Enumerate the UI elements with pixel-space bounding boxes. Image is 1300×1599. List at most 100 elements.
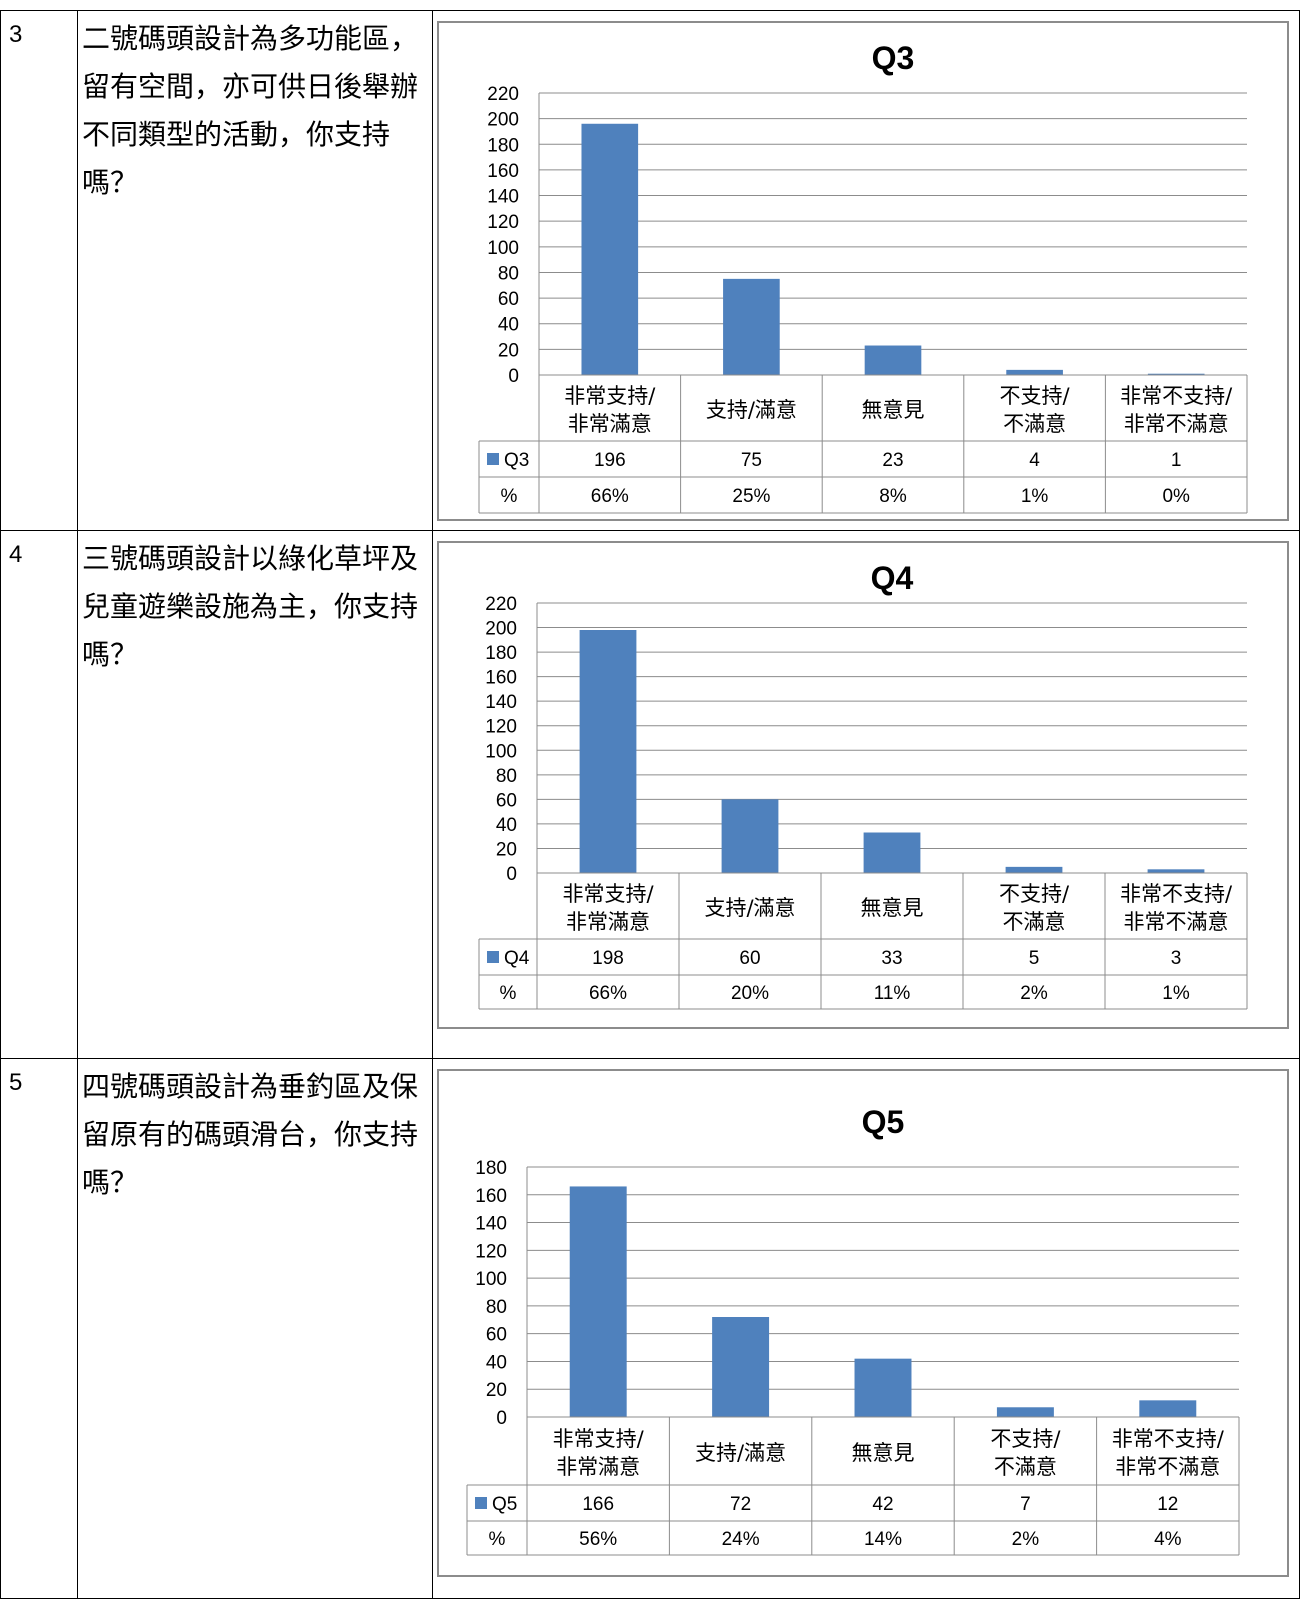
- chart-frame-q3: Q3 0 20 40 60 80 100 120 140 160 180 200 220 非常支持/非常滿…: [437, 21, 1289, 521]
- bar: [1147, 869, 1205, 873]
- category-label: 無意見: [852, 1441, 915, 1465]
- y-tick-label: 100: [487, 238, 519, 259]
- bar: [996, 1407, 1054, 1417]
- category-label: 非常不支持/: [1112, 1427, 1225, 1451]
- table-row: 4 三號碼頭設計以綠化草坪及兒童遊樂設施為主，你支持嗎？ Q4 0 20 40 60 80…: [0, 530, 1300, 1059]
- percent-label: 1%: [1162, 983, 1190, 1004]
- y-tick-label: 80: [498, 263, 519, 284]
- y-tick-label: 140: [487, 187, 519, 208]
- question-cell: 四號碼頭設計為垂釣區及保留原有的碼頭滑台，你支持嗎？: [77, 1058, 433, 1599]
- percent-label: 14%: [864, 1529, 902, 1550]
- bar: [712, 1317, 770, 1417]
- data-value-label: 4: [1029, 450, 1040, 471]
- bar: [1006, 369, 1063, 375]
- data-value-label: 60: [739, 948, 760, 969]
- category-label: 非常不滿意: [1124, 910, 1229, 934]
- legend-label: Q5: [492, 1494, 517, 1515]
- percent-label: 0%: [1162, 486, 1190, 507]
- category-label: 不支持/: [990, 1427, 1061, 1451]
- table-row: 3 二號碼頭設計為多功能區，留有空間，亦可供日後舉辦不同類型的活動，你支持嗎？ …: [0, 10, 1300, 531]
- data-value-label: 196: [594, 450, 626, 471]
- category-label: 非常支持/: [562, 882, 654, 906]
- data-value-label: 23: [882, 450, 903, 471]
- bar: [1139, 1400, 1197, 1417]
- category-label: 非常滿意: [556, 1455, 640, 1479]
- data-value-label: 1: [1171, 450, 1182, 471]
- chart-title: Q3: [872, 40, 915, 76]
- legend-swatch: [475, 1497, 487, 1509]
- chart-cell: Q5 0 20 40 60 80 100 120 140 160 180 非常支持/非常滿意 支持/滿意…: [432, 1058, 1300, 1599]
- bar: [581, 123, 639, 375]
- y-tick-label: 0: [508, 366, 519, 387]
- chart-cell: Q4 0 20 40 60 80 100 120 140 160 180 200 220 非常支持/非常滿…: [432, 530, 1300, 1059]
- question-text: 二號碼頭設計為多功能區，留有空間，亦可供日後舉辦不同類型的活動，你支持嗎？: [82, 22, 419, 199]
- data-value-label: 7: [1020, 1494, 1031, 1515]
- bar: [864, 345, 922, 375]
- category-label: 非常不滿意: [1115, 1455, 1220, 1479]
- row-number-cell: 5: [0, 1058, 78, 1599]
- y-tick-label: 40: [496, 815, 517, 836]
- percent-label: 56%: [579, 1529, 617, 1550]
- y-tick-label: 80: [496, 766, 517, 787]
- y-tick-label: 120: [475, 1241, 507, 1262]
- y-tick-label: 180: [485, 643, 517, 664]
- chart-title: Q5: [862, 1104, 905, 1140]
- y-tick-label: 80: [486, 1297, 507, 1318]
- bar: [723, 278, 780, 375]
- percent-label: 8%: [879, 486, 907, 507]
- bar: [1147, 373, 1205, 375]
- row-number-cell: 3: [0, 10, 78, 531]
- row-number: 5: [9, 1069, 23, 1096]
- bar-chart-q5: Q5 0 20 40 60 80 100 120 140 160 180 非常支持/非常滿意 支持/滿意…: [466, 1104, 1240, 1556]
- category-label: 支持/滿意: [695, 1441, 786, 1465]
- category-label: 不滿意: [1003, 910, 1066, 934]
- row-number-cell: 4: [0, 530, 78, 1059]
- y-tick-label: 40: [498, 315, 519, 336]
- legend-label: Q4: [504, 948, 530, 969]
- percent-label: 4%: [1154, 1529, 1182, 1550]
- chart-title: Q4: [871, 560, 914, 596]
- legend-swatch: [487, 951, 499, 963]
- category-label: 非常滿意: [566, 910, 650, 934]
- y-tick-label: 60: [498, 289, 519, 310]
- bar: [721, 799, 779, 873]
- percent-label: 66%: [591, 486, 629, 507]
- percent-row-label: %: [501, 486, 518, 507]
- question-cell: 二號碼頭設計為多功能區，留有空間，亦可供日後舉辦不同類型的活動，你支持嗎？: [77, 10, 433, 531]
- data-value-label: 3: [1171, 948, 1182, 969]
- y-tick-label: 180: [487, 135, 519, 156]
- data-value-label: 198: [592, 948, 624, 969]
- category-label: 非常支持/: [553, 1427, 645, 1451]
- bar-chart-q4: Q4 0 20 40 60 80 100 120 140 160 180 200 220 非常支持/非常滿…: [478, 560, 1248, 1010]
- data-value-label: 12: [1157, 1494, 1178, 1515]
- y-tick-label: 0: [496, 1408, 507, 1429]
- question-text: 四號碼頭設計為垂釣區及保留原有的碼頭滑台，你支持嗎？: [82, 1070, 419, 1199]
- legend-swatch: [487, 453, 499, 465]
- chart-cell: Q3 0 20 40 60 80 100 120 140 160 180 200 220 非常支持/非常滿…: [432, 10, 1300, 531]
- y-tick-label: 140: [475, 1214, 507, 1235]
- category-label: 非常滿意: [568, 412, 652, 436]
- bar-chart-q3: Q3 0 20 40 60 80 100 120 140 160 180 200 220 非常支持/非常滿…: [478, 40, 1248, 514]
- category-label: 不滿意: [1003, 412, 1066, 436]
- percent-label: 2%: [1020, 983, 1048, 1004]
- percent-label: 66%: [589, 983, 627, 1004]
- y-tick-label: 160: [485, 668, 517, 689]
- bar: [863, 832, 921, 873]
- category-label: 非常不滿意: [1124, 412, 1229, 436]
- y-tick-label: 200: [485, 619, 517, 640]
- survey-table: 3 二號碼頭設計為多功能區，留有空間，亦可供日後舉辦不同類型的活動，你支持嗎？ …: [0, 10, 1300, 1599]
- chart-frame-q4: Q4 0 20 40 60 80 100 120 140 160 180 200 220 非常支持/非常滿…: [437, 541, 1289, 1029]
- bar: [579, 630, 637, 873]
- category-label: 無意見: [862, 398, 925, 422]
- y-tick-label: 0: [506, 864, 517, 885]
- category-label: 不支持/: [1000, 384, 1071, 408]
- category-label: 非常不支持/: [1120, 384, 1233, 408]
- category-label: 非常支持/: [564, 384, 656, 408]
- y-tick-label: 100: [485, 741, 517, 762]
- y-tick-label: 140: [485, 692, 517, 713]
- percent-label: 2%: [1012, 1529, 1040, 1550]
- table-row: 5 四號碼頭設計為垂釣區及保留原有的碼頭滑台，你支持嗎？ Q5 0 20 40 60 80…: [0, 1058, 1300, 1599]
- percent-label: 24%: [722, 1529, 760, 1550]
- category-label: 支持/滿意: [706, 398, 797, 422]
- y-tick-label: 100: [475, 1269, 507, 1290]
